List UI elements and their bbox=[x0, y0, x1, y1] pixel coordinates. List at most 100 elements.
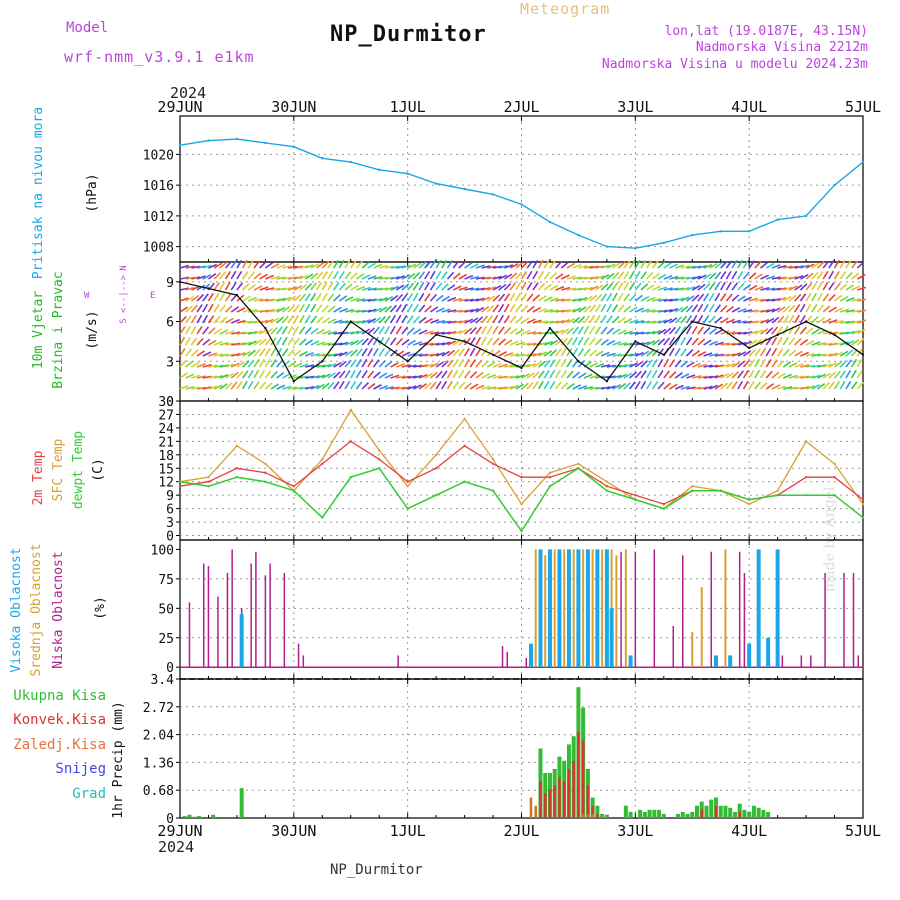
wind-barb bbox=[714, 292, 721, 302]
wind-barb bbox=[578, 264, 588, 269]
wind-barb bbox=[486, 337, 494, 346]
wind-barb bbox=[179, 306, 189, 313]
wind-barb bbox=[709, 384, 718, 390]
wind-barb bbox=[424, 293, 431, 302]
wind-barb bbox=[452, 272, 461, 280]
wind-barb bbox=[486, 348, 495, 357]
wind-barb bbox=[247, 340, 257, 346]
wind-barb bbox=[760, 328, 769, 335]
wind-barb bbox=[589, 275, 599, 280]
wind-barb bbox=[429, 282, 437, 291]
wind-barb bbox=[538, 351, 548, 357]
wind-speed-line-point bbox=[804, 320, 808, 323]
wind-barb bbox=[196, 362, 206, 368]
dewpt-line-point bbox=[463, 480, 466, 483]
cloud-bar bbox=[557, 549, 562, 668]
wind-barb bbox=[447, 296, 457, 302]
wind-barb bbox=[458, 273, 468, 280]
wind-barb bbox=[509, 384, 519, 390]
wind-barb bbox=[230, 318, 240, 324]
wind-barb bbox=[708, 292, 715, 302]
wind-barb bbox=[316, 353, 326, 357]
wind-barb bbox=[321, 261, 330, 269]
wind-barb bbox=[515, 261, 524, 269]
wind-barb bbox=[202, 351, 212, 357]
wind-barb bbox=[845, 330, 855, 335]
wind-barb bbox=[287, 361, 297, 368]
wind-barb bbox=[623, 330, 633, 335]
wind-barb bbox=[298, 338, 307, 346]
wind-barb bbox=[583, 386, 594, 390]
wind-barb bbox=[811, 316, 819, 324]
wind-barb bbox=[179, 359, 187, 368]
wind-barb bbox=[458, 261, 466, 269]
wind-barb bbox=[310, 384, 320, 390]
wind-barb bbox=[401, 386, 411, 390]
sfc-temp-line-point bbox=[747, 502, 751, 506]
precip-bar bbox=[732, 811, 737, 818]
wind-barb bbox=[430, 331, 440, 335]
pressure-line-point bbox=[833, 183, 836, 187]
wind-barb bbox=[668, 371, 677, 379]
wind-barb bbox=[259, 261, 267, 269]
wind-barb bbox=[725, 281, 732, 291]
dewpt-line-point bbox=[178, 480, 182, 483]
wind-barb bbox=[464, 318, 474, 324]
wind-barb bbox=[606, 263, 616, 269]
wind-barb bbox=[378, 315, 386, 324]
wind-barb bbox=[743, 331, 753, 335]
temp-2m-line-point bbox=[378, 458, 381, 461]
wind-barb bbox=[657, 369, 664, 379]
wind-barb bbox=[652, 297, 662, 302]
wind-barb bbox=[822, 281, 829, 291]
precip-bar bbox=[581, 740, 585, 818]
wind-barb bbox=[293, 265, 303, 269]
wind-barb bbox=[327, 270, 334, 280]
wind-barb bbox=[549, 272, 558, 280]
wind-barb bbox=[333, 342, 343, 346]
wind-barb bbox=[498, 363, 508, 368]
y-tick-label: 100 bbox=[151, 543, 174, 558]
wind-barb bbox=[305, 375, 315, 379]
wind-barb bbox=[725, 270, 732, 280]
wind-barb bbox=[617, 281, 624, 291]
wind-barb bbox=[834, 294, 843, 302]
model-label: Model bbox=[66, 20, 109, 36]
wind-barb bbox=[316, 316, 324, 324]
wind-barb bbox=[783, 386, 793, 390]
wind-barb bbox=[259, 369, 266, 379]
wind-barb bbox=[566, 262, 576, 269]
wind-barb bbox=[663, 337, 671, 346]
dewpt-line-point bbox=[378, 467, 381, 470]
wind-barb bbox=[276, 276, 286, 280]
wind-barb bbox=[412, 328, 422, 335]
wind-barb bbox=[389, 325, 396, 335]
wind-barb bbox=[589, 337, 596, 346]
wind-barb bbox=[800, 375, 810, 379]
wind-barb bbox=[549, 359, 556, 368]
wind-barb bbox=[816, 261, 825, 269]
wind-barb bbox=[498, 314, 504, 324]
precip-bar bbox=[676, 813, 681, 818]
wind-barb bbox=[230, 306, 240, 313]
wind-barb bbox=[378, 348, 385, 357]
wind-barb bbox=[697, 293, 705, 302]
wind-barb bbox=[635, 351, 644, 357]
pressure-line-point bbox=[321, 157, 324, 160]
wind-barb bbox=[185, 336, 192, 346]
wind-barb bbox=[646, 320, 656, 324]
wind-barb bbox=[583, 325, 590, 335]
wind-barb bbox=[845, 297, 855, 302]
wind-barb bbox=[213, 315, 221, 324]
wind-barb bbox=[207, 292, 214, 302]
wind-barb bbox=[190, 325, 197, 335]
wind-barb bbox=[674, 336, 681, 346]
wind-barb bbox=[834, 351, 844, 357]
pressure-line-point bbox=[235, 137, 239, 141]
wind-barb bbox=[498, 265, 508, 269]
wind-barb bbox=[737, 320, 747, 324]
wind-barb bbox=[390, 374, 400, 379]
wind-barb bbox=[190, 337, 198, 346]
precip-bar bbox=[534, 805, 537, 818]
wind-barb bbox=[469, 263, 479, 269]
